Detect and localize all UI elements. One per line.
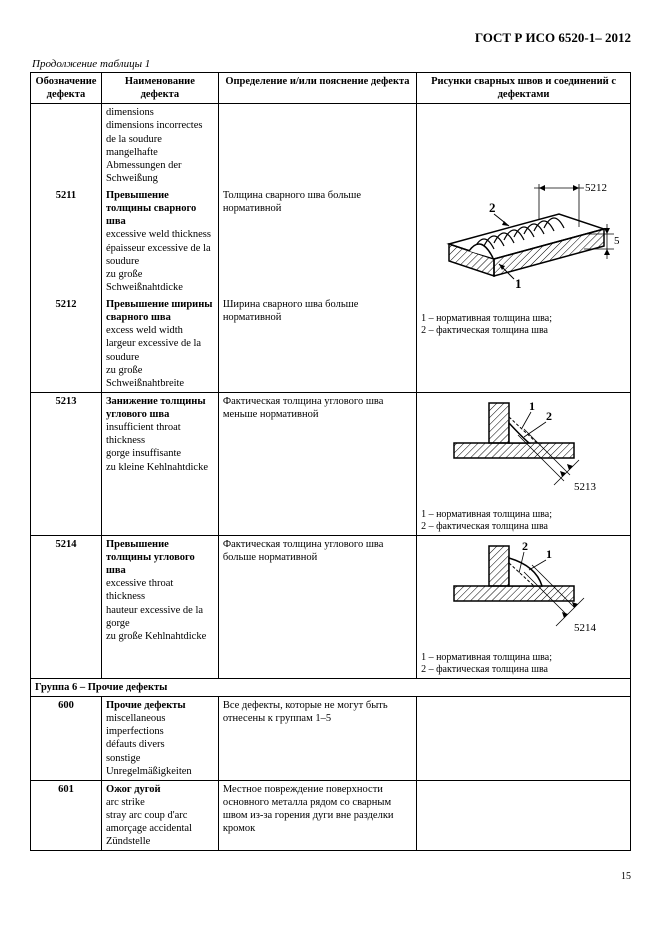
name-tail: miscellaneous imperfections défauts dive…	[106, 713, 192, 777]
defect-code: 5212	[31, 296, 102, 392]
table-row: dimensions dimensions incorrectes de la …	[31, 104, 631, 187]
defect-code: 5213	[31, 392, 102, 535]
def-text: Все дефекты, которые не могут быть отнес…	[218, 697, 416, 781]
page-number: 15	[30, 871, 631, 882]
svg-text:1: 1	[529, 399, 535, 413]
col-def: Определение и/или пояснение дефекта	[218, 73, 416, 104]
fig-caption: 1 – нормативная толщина шва; 2 – фактиче…	[421, 509, 626, 533]
group-header: Группа 6 – Прочие дефекты	[31, 678, 631, 696]
defect-table: Обозначение дефекта Наименование дефекта…	[30, 72, 631, 851]
name-bold: Прочие дефекты	[106, 700, 186, 711]
table-row: 5213 Занижение толщины углового шва insu…	[31, 392, 631, 535]
svg-text:1: 1	[515, 276, 522, 291]
col-name: Наименование дефекта	[101, 73, 218, 104]
svg-text:5211: 5211	[614, 235, 619, 247]
name-bold: Превышение толщины сварного шва	[106, 190, 196, 227]
table-row: 600 Прочие дефекты miscellaneous imperfe…	[31, 697, 631, 781]
defect-code: 5211	[31, 187, 102, 296]
def-text: Толщина сварного шва больше нормативной	[218, 187, 416, 296]
defect-code: 600	[31, 697, 102, 781]
svg-text:5213: 5213	[574, 481, 597, 493]
name-bold: Ожог дугой	[106, 784, 161, 795]
svg-text:5214: 5214	[574, 622, 597, 634]
name-tail: excessive throat thickness hauteur exces…	[106, 578, 206, 642]
svg-text:2: 2	[522, 539, 528, 553]
group-title: Группа 6 – Прочие дефекты	[31, 678, 631, 696]
svg-text:2: 2	[489, 200, 496, 215]
name-bold: Занижение толщины углового шва	[106, 396, 206, 420]
col-code: Обозначение дефекта	[31, 73, 102, 104]
name-bold: Превышение толщины углового шва	[106, 539, 195, 576]
def-text: Ширина сварного шва больше нормативной	[218, 296, 416, 392]
fig-5211-5212: 2 5212 5211	[429, 159, 619, 309]
name-tail: excess weld width largeur excessive de l…	[106, 325, 201, 389]
name-bold: Превышение ширины сварного шва	[106, 299, 213, 323]
fig-caption: 1 – нормативная толщина шва; 2 – фактиче…	[421, 652, 626, 676]
svg-text:5212: 5212	[585, 182, 607, 194]
def-text: Фактическая толщина углового шва больше …	[218, 535, 416, 678]
defect-code: 601	[31, 780, 102, 851]
table-caption: Продолжение таблицы 1	[32, 58, 631, 70]
table-header-row: Обозначение дефекта Наименование дефекта…	[31, 73, 631, 104]
doc-header: ГОСТ Р ИСО 6520-1– 2012	[30, 30, 631, 46]
svg-text:1: 1	[546, 547, 552, 561]
table-row: 5214 Превышение толщины углового шва exc…	[31, 535, 631, 678]
defect-code: 5214	[31, 535, 102, 678]
svg-text:2: 2	[546, 409, 552, 423]
fig-5214: 2 1 5214	[434, 538, 614, 648]
name-tail: excessive weld thickness épaisseur exces…	[106, 229, 211, 293]
col-fig: Рисунки сварных швов и соединений с дефе…	[417, 73, 631, 104]
fig-caption: 1 – нормативная толщина шва; 2 – фактиче…	[421, 313, 626, 337]
table-row: 601 Ожог дугой arc strike stray arc coup…	[31, 780, 631, 851]
name-tail: dimensions dimensions incorrectes de la …	[106, 107, 203, 184]
def-text: Местное повреждение поверхности основног…	[218, 780, 416, 851]
name-tail: arc strike stray arc coup d'arc amorçage…	[106, 797, 192, 847]
def-text: Фактическая толщина углового шва меньше …	[218, 392, 416, 535]
name-tail: insufficient throat thickness gorge insu…	[106, 422, 208, 472]
fig-5213: 1 2 5213	[434, 395, 614, 505]
